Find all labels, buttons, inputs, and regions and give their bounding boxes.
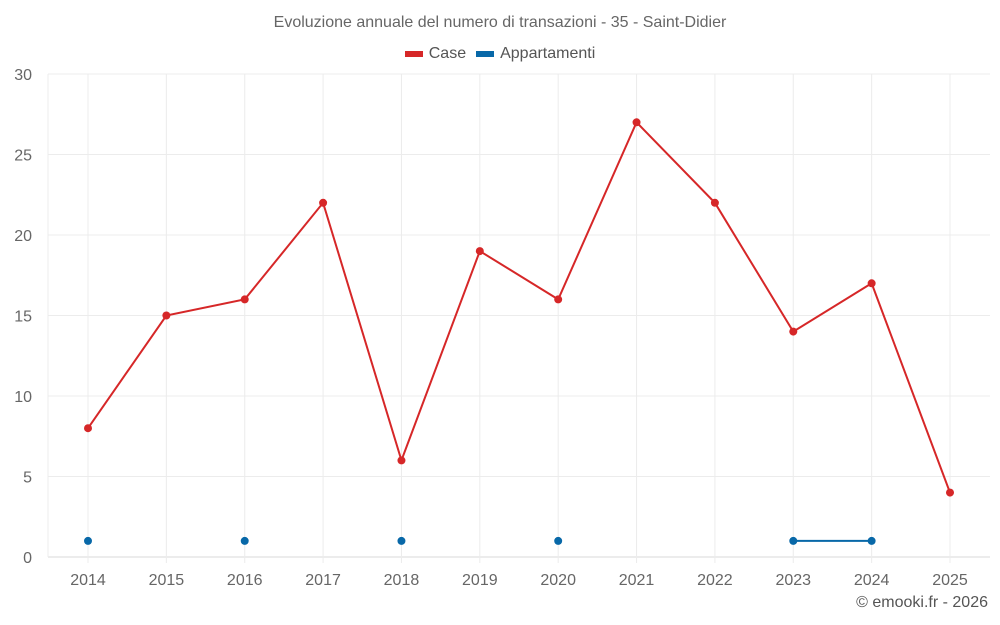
legend-swatch-case bbox=[404, 51, 423, 57]
y-tick-label: 15 bbox=[14, 309, 32, 326]
x-tick-label: 2021 bbox=[619, 572, 655, 589]
x-tick-label: 2025 bbox=[932, 572, 968, 589]
legend: Case Appartamenti bbox=[0, 45, 1000, 63]
data-point bbox=[240, 536, 249, 545]
data-point bbox=[632, 118, 641, 127]
data-point bbox=[162, 311, 171, 320]
x-tick-label: 2014 bbox=[70, 572, 106, 589]
data-point bbox=[789, 327, 798, 336]
y-tick-label: 5 bbox=[23, 470, 32, 487]
y-tick-label: 10 bbox=[14, 389, 32, 406]
copyright-footer: © emooki.fr - 2026 bbox=[856, 594, 988, 611]
chart-title: Evoluzione annuale del numero di transaz… bbox=[273, 14, 727, 31]
data-point bbox=[319, 198, 328, 207]
data-point bbox=[84, 536, 92, 545]
x-tick-label: 2022 bbox=[697, 572, 733, 589]
series-line bbox=[87, 120, 951, 493]
y-tick-label: 30 bbox=[14, 67, 32, 84]
legend-item-appartamenti[interactable]: Appartamenti bbox=[476, 45, 595, 63]
x-tick-label: 2016 bbox=[227, 572, 263, 589]
x-tick-label: 2015 bbox=[149, 572, 185, 589]
x-tick-label: 2023 bbox=[775, 572, 811, 589]
y-tick-label: 20 bbox=[14, 228, 32, 245]
data-point bbox=[475, 247, 484, 256]
y-tick-label: 25 bbox=[14, 148, 32, 165]
data-point bbox=[397, 456, 406, 465]
x-tick-label: 2024 bbox=[854, 572, 890, 589]
data-point bbox=[710, 198, 719, 207]
x-tick-label: 2019 bbox=[462, 572, 498, 589]
data-point bbox=[789, 536, 798, 545]
y-tick-label: 0 bbox=[23, 550, 32, 567]
data-point bbox=[554, 295, 563, 304]
x-tick-label: 2018 bbox=[384, 572, 420, 589]
legend-swatch-appartamenti bbox=[476, 51, 495, 57]
data-point bbox=[240, 295, 249, 304]
data-point bbox=[84, 424, 92, 433]
x-tick-label: 2020 bbox=[540, 572, 576, 589]
data-point bbox=[946, 488, 954, 497]
data-point bbox=[554, 536, 563, 545]
data-point bbox=[867, 279, 876, 288]
x-tick-label: 2017 bbox=[305, 572, 341, 589]
legend-label-case: Case bbox=[428, 45, 467, 62]
legend-item-case[interactable]: Case bbox=[404, 45, 467, 63]
legend-label-appartamenti: Appartamenti bbox=[500, 45, 596, 62]
data-point bbox=[397, 536, 406, 545]
data-point bbox=[867, 536, 876, 545]
